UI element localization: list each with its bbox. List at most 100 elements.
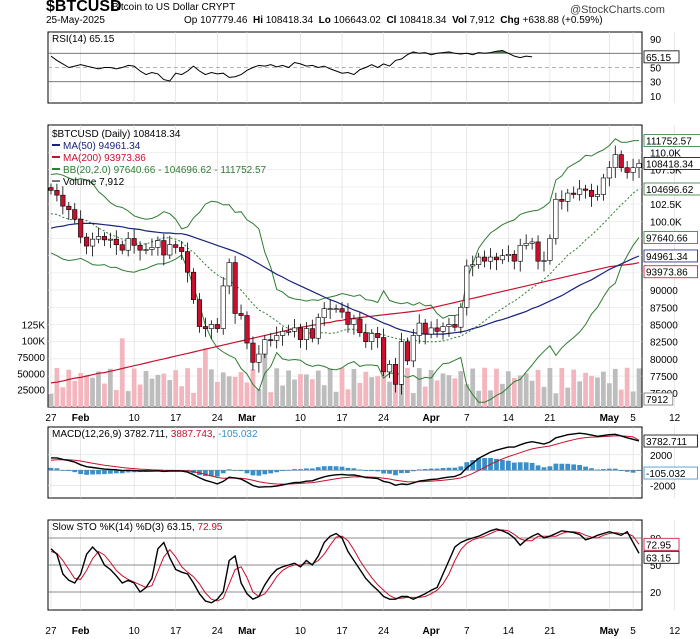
sto-title-part: Slow STO %K(14) %D(3) 63.15,	[52, 522, 197, 533]
volume-bar	[606, 383, 612, 407]
legend-entry: MA(200) 93973.86	[63, 153, 146, 164]
volume-bar	[262, 344, 268, 407]
volume-bar	[333, 391, 339, 407]
volume-bar	[553, 393, 559, 407]
x-tick-label: 17	[336, 413, 348, 424]
candle-body	[78, 218, 84, 238]
macd-histogram-bar	[262, 470, 268, 475]
candle-body	[274, 335, 280, 341]
candle-body	[131, 238, 137, 246]
rsi-tick-label: 30	[650, 78, 662, 89]
macd-histogram-bar	[66, 470, 72, 472]
price-tick-label: 102.5K	[650, 200, 682, 211]
rsi-last-label-box	[643, 50, 680, 64]
candle-body	[594, 194, 601, 197]
volume-bar	[404, 367, 410, 407]
candle-body	[618, 154, 624, 168]
macd-histogram-bar	[636, 470, 642, 472]
volume-bar	[185, 368, 190, 407]
volume-bar	[54, 367, 60, 407]
volume-bar	[232, 376, 238, 407]
volume-bar	[464, 384, 470, 407]
x-tick-label: May	[600, 626, 620, 637]
candle-body	[101, 236, 107, 241]
x-tick-label: Mar	[238, 626, 256, 637]
open-label: Op	[184, 15, 198, 26]
macd-histogram-bar	[274, 470, 280, 473]
volume-bar	[256, 388, 262, 407]
price-tick-label: 90000	[650, 286, 678, 297]
macd-histogram-bar	[440, 467, 446, 471]
candle-body	[612, 154, 618, 168]
macd-histogram-bar	[559, 463, 565, 471]
macd-histogram-bar	[410, 470, 416, 472]
macd-title-part: ,	[213, 429, 219, 440]
macd-histogram-bar	[119, 470, 125, 474]
volume-bar	[84, 375, 89, 407]
volume-bar	[203, 348, 208, 407]
volume-bar	[470, 368, 476, 407]
volume-bar	[440, 373, 446, 407]
volume-bar	[416, 368, 422, 407]
macd-histogram-bar	[446, 467, 452, 471]
candle-body	[161, 240, 167, 256]
macd-histogram-bar	[399, 470, 404, 474]
candle-body	[517, 245, 523, 262]
legend-entry: Volume 7,912	[63, 177, 125, 188]
candle-body	[208, 324, 214, 329]
ma50-last-label-box	[643, 249, 698, 263]
candle-body	[321, 308, 327, 318]
change-value: +638.88 (+0.59%)	[522, 15, 603, 26]
volume-bar	[107, 368, 113, 407]
candle-body	[375, 333, 381, 338]
close-last-label: 108418.34	[646, 159, 694, 170]
candle-body	[66, 205, 72, 210]
candle-body	[392, 364, 399, 385]
candle-body	[286, 331, 292, 333]
ma50-line	[50, 222, 640, 335]
volume-bar	[565, 387, 571, 407]
bb-lower-last-label: 97640.66	[646, 234, 688, 245]
volume-bar	[96, 371, 101, 407]
volume-bar	[191, 392, 196, 407]
volume-bar	[452, 378, 458, 407]
macd-histogram-bar	[470, 460, 476, 471]
macd-histogram-bar	[541, 467, 547, 471]
high-value: 108418.34	[265, 15, 314, 26]
x-tick-label: 5	[630, 626, 636, 637]
volume-bar	[315, 370, 321, 407]
volume-tick-label: 100K	[22, 337, 46, 348]
volume-bar	[511, 378, 517, 407]
volume-bar	[244, 382, 250, 407]
x-tick-label: 10	[129, 626, 141, 637]
macd-histogram-bar	[500, 459, 505, 471]
macd-histogram-bar	[529, 462, 535, 471]
candle-body	[434, 327, 440, 332]
volume-bar	[250, 369, 256, 407]
candle-body	[315, 317, 321, 339]
volume-bar	[446, 375, 452, 407]
macd-histogram-bar	[351, 468, 357, 471]
macd-histogram-bar	[583, 466, 588, 471]
volume-bar	[48, 393, 54, 407]
macd-histogram-bar	[102, 470, 107, 475]
candle-body	[262, 339, 268, 355]
x-tick-label: 14	[503, 413, 515, 424]
candle-body	[173, 244, 179, 248]
macd-histogram-bar	[250, 470, 256, 476]
macd-histogram-bar	[339, 466, 345, 471]
volume-bar	[161, 373, 167, 407]
volume-bar	[298, 374, 303, 407]
volume-bar	[345, 389, 351, 407]
chart-header: $BTCUSD Bitcoin to US Dollar CRYPT 25-Ma…	[0, 0, 700, 34]
candle-body	[565, 192, 571, 202]
macd-histogram-bar	[624, 470, 630, 472]
macd-histogram-bar	[327, 466, 333, 471]
macd-histogram-bar	[72, 470, 78, 473]
candle-body	[535, 241, 541, 262]
macd-histogram-bar	[476, 458, 482, 471]
macd-histogram-bar	[203, 470, 208, 477]
macd-histogram-bar	[214, 470, 220, 477]
macd-histogram-bar	[292, 469, 297, 471]
macd-histogram-bar	[595, 469, 600, 471]
